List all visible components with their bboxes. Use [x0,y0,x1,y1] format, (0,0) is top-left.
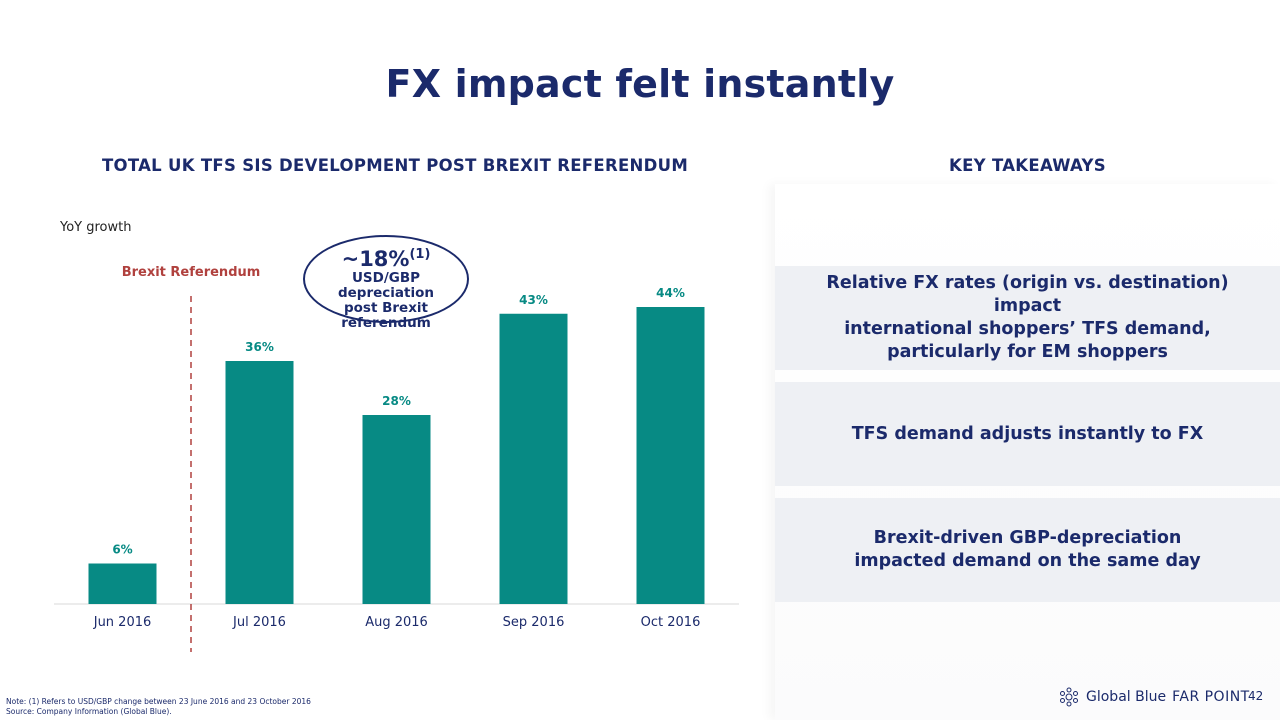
takeaway-text-3: Brexit-driven GBP-depreciation impacted … [854,528,1201,571]
logo-brand: Global Blue [1086,689,1167,705]
chart-heading: TOTAL UK TFS SIS DEVELOPMENT POST BREXIT… [101,156,689,175]
page-title: FX impact felt instantly [385,62,895,106]
x-tick-label: Aug 2016 [365,615,428,630]
data-label: 44% [656,286,685,300]
data-label: 6% [112,543,132,557]
page-number: 42 [1248,689,1264,703]
takeaway-text-2: TFS demand adjusts instantly to FX [851,423,1204,444]
footnote-note: Note: (1) Refers to USD/GBP change betwe… [6,697,311,706]
brexit-referendum-label: Brexit Referendum [122,265,261,280]
footnote-source: Source: Company Information (Global Blue… [6,707,172,716]
x-tick-label: Jun 2016 [93,615,152,630]
x-tick-label: Oct 2016 [641,615,701,630]
bar-jun-2016 [88,563,157,604]
x-tick-label: Jul 2016 [232,615,286,630]
company-logo: Global Blue FAR POINT [1058,686,1250,708]
takeaway-box-1: Relative FX rates (origin vs. destinatio… [775,266,1280,370]
bar-oct-2016 [636,307,705,604]
key-takeaways-heading: KEY TAKEAWAYS [949,156,1106,175]
takeaway-text-1: Relative FX rates (origin vs. destinatio… [826,273,1229,362]
logo-product: FAR POINT [1172,689,1250,705]
callout-note-ref: (1) [409,247,431,262]
bar-aug-2016 [362,415,431,604]
fx-depreciation-callout: ~18%(1) USD/GBP depreciation post Brexit… [303,235,469,331]
global-blue-logo-icon [1060,687,1078,707]
data-label: 43% [519,293,548,307]
footnote: Note: (1) Refers to USD/GBP change betwe… [6,697,311,717]
bar-sep-2016 [499,313,568,604]
data-label: 28% [382,394,411,408]
takeaway-box-3: Brexit-driven GBP-depreciation impacted … [775,498,1280,602]
data-label: 36% [245,340,274,354]
callout-value: ~18% [341,247,410,271]
x-tick-label: Sep 2016 [503,615,565,630]
y-axis-label: YoY growth [60,220,132,235]
bar-jul-2016 [225,361,294,604]
callout-text: USD/GBP depreciation post Brexit referen… [337,270,434,331]
takeaway-box-2: TFS demand adjusts instantly to FX [775,382,1280,486]
